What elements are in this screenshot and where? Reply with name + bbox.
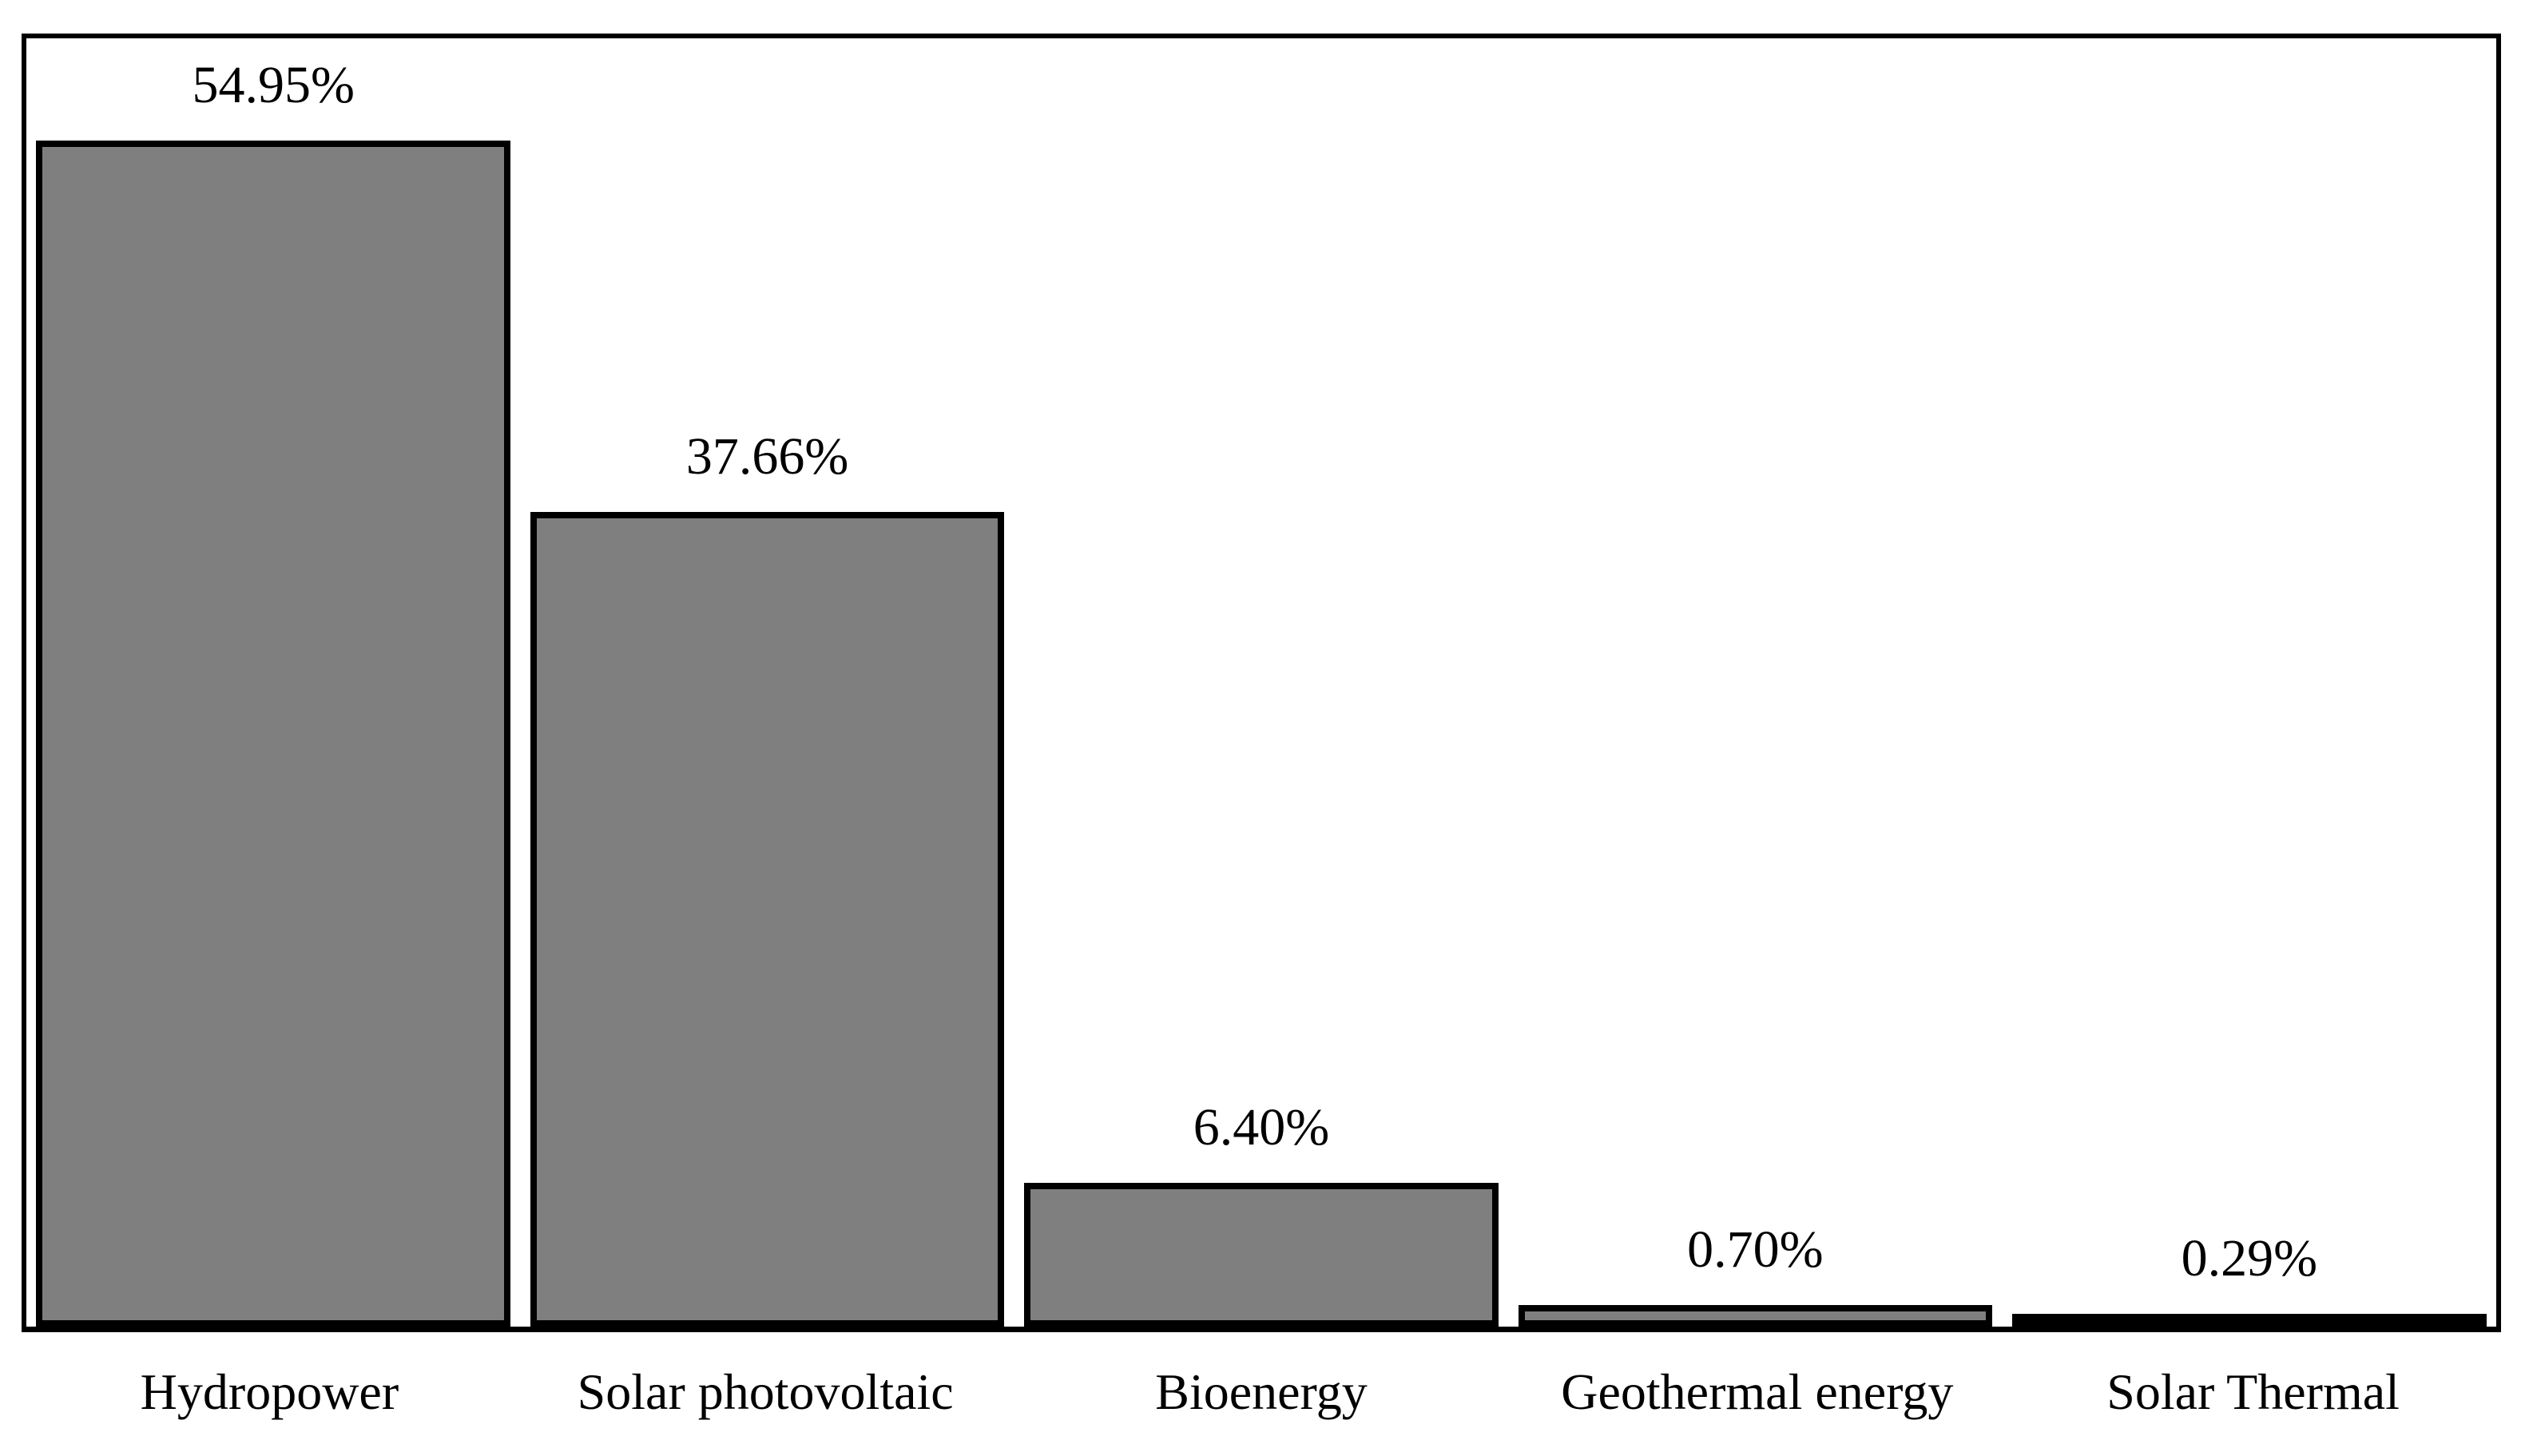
bar-column: 0.29%	[2003, 38, 2496, 1327]
plot-area: 54.95% 37.66% 6.40% 0.70% 0.29%	[22, 34, 2501, 1332]
bar	[1518, 1305, 1993, 1327]
x-axis-category-label: Hydropower	[140, 1363, 399, 1420]
x-axis-category-label: Bioenergy	[1155, 1363, 1368, 1420]
x-axis-category-label: Solar Thermal	[2106, 1363, 2400, 1420]
x-axis-category-label: Geothermal energy	[1561, 1363, 1954, 1420]
bar-value-label: 0.29%	[2181, 1229, 2318, 1287]
bar	[2012, 1314, 2487, 1327]
bar-column: 0.70%	[1508, 38, 2002, 1327]
x-axis-labels: Hydropower Solar photovoltaic Bioenergy Geo…	[22, 1363, 2501, 1420]
bar-value-label: 54.95%	[192, 56, 355, 114]
bar-column: 37.66%	[520, 38, 1014, 1327]
bar-value-label: 0.70%	[1687, 1220, 1824, 1279]
bar	[36, 141, 511, 1327]
bar-column: 6.40%	[1014, 38, 1508, 1327]
bar-value-label: 6.40%	[1193, 1098, 1330, 1156]
x-axis-category-label: Solar photovoltaic	[577, 1363, 954, 1420]
bar	[1024, 1183, 1499, 1327]
bar-column: 54.95%	[26, 38, 520, 1327]
bar-value-label: 37.66%	[685, 427, 849, 486]
bar	[530, 512, 1005, 1327]
